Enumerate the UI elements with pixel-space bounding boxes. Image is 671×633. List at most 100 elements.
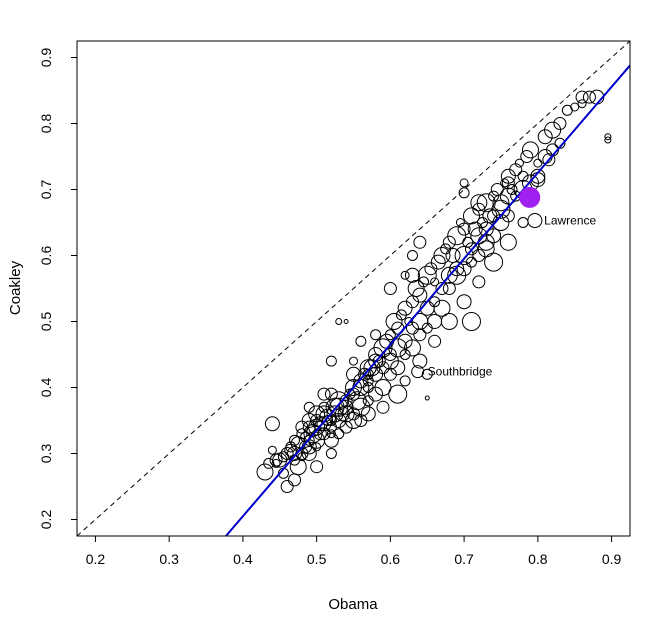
- y-tick-label: 0.4: [38, 378, 54, 398]
- data-point: [427, 314, 443, 329]
- data-point: [478, 221, 494, 237]
- data-point: [517, 217, 529, 228]
- data-point: [343, 319, 349, 324]
- data-point: [412, 287, 428, 303]
- data-point: [388, 384, 408, 404]
- data-point: [553, 117, 567, 130]
- data-point: [326, 429, 336, 439]
- y-tick-label: 0.5: [38, 312, 54, 332]
- x-tick-label: 0.8: [528, 551, 548, 567]
- data-point: [325, 448, 337, 459]
- data-point: [470, 194, 488, 212]
- data-point: [577, 99, 587, 109]
- data-point: [418, 276, 430, 288]
- data-point: [477, 240, 495, 258]
- data-point: [345, 412, 362, 429]
- data-point: [323, 432, 339, 448]
- y-tick-label: 0.3: [38, 444, 54, 464]
- y-axis-title: Coakley: [7, 260, 24, 315]
- data-point: [346, 366, 361, 382]
- data-point: [376, 400, 390, 414]
- data-point: [492, 194, 510, 212]
- y-tick-label: 0.8: [38, 114, 54, 134]
- data-point: [411, 365, 425, 379]
- data-point: [400, 270, 410, 280]
- data-point: [312, 416, 328, 432]
- data-point: [406, 250, 418, 261]
- data-point: [385, 313, 403, 330]
- data-point: [428, 334, 442, 348]
- y-tick-label: 0.9: [38, 48, 54, 68]
- data-point: [433, 247, 451, 264]
- data-point: [501, 209, 515, 223]
- data-point: [442, 282, 456, 295]
- plot-frame: [76, 40, 631, 537]
- data-point: [459, 178, 469, 188]
- data-point: [472, 202, 486, 216]
- data-point: [530, 168, 546, 184]
- data-point: [267, 445, 277, 455]
- data-point: [360, 406, 376, 422]
- data-point: [335, 318, 343, 325]
- data-point: [582, 90, 596, 104]
- data-point: [407, 280, 425, 297]
- data-point: [604, 136, 612, 144]
- data-point: [457, 222, 471, 236]
- data-point: [520, 150, 534, 163]
- data-point: [363, 359, 381, 377]
- data-point: [542, 153, 556, 167]
- data-point: [264, 416, 280, 432]
- data-point: [456, 261, 472, 277]
- data-point: [317, 387, 331, 401]
- data-point: [461, 312, 481, 331]
- y-tick-label: 0.7: [38, 180, 54, 200]
- data-point: [424, 395, 430, 401]
- data-point: [500, 168, 516, 184]
- x-tick-label: 0.5: [307, 551, 327, 567]
- data-point: [445, 248, 461, 263]
- data-point: [368, 366, 384, 382]
- y-tick-label: 0.2: [38, 510, 54, 530]
- data-point: [527, 213, 543, 229]
- data-point: [301, 413, 317, 428]
- x-tick-label: 0.2: [86, 551, 106, 567]
- x-tick-label: 0.7: [454, 551, 474, 567]
- data-point: [277, 451, 289, 463]
- data-point: [280, 480, 294, 493]
- data-point: [472, 275, 486, 289]
- data-point: [462, 207, 480, 225]
- data-point: [537, 129, 553, 145]
- data-point: [430, 254, 446, 270]
- data-point: [399, 375, 411, 387]
- data-point: [575, 90, 589, 104]
- data-point: [454, 246, 474, 265]
- data-point: [384, 329, 396, 341]
- data-point: [296, 428, 308, 440]
- data-point: [288, 473, 302, 487]
- data-point: [338, 399, 354, 415]
- data-point: [333, 428, 345, 440]
- data-point: [383, 348, 397, 361]
- reference-line-y-equals-x: [77, 41, 630, 536]
- data-point: [447, 226, 467, 246]
- data-point: [325, 355, 337, 367]
- data-point: [284, 443, 298, 457]
- data-point: [397, 300, 413, 316]
- data-point: [514, 158, 524, 168]
- annotation-lawrence: Lawrence: [544, 214, 596, 228]
- x-tick-label: 0.6: [381, 551, 401, 567]
- annotation-southbridge: Southbridge: [428, 365, 493, 379]
- data-point: [325, 397, 345, 417]
- data-point: [405, 321, 419, 335]
- data-point: [355, 335, 367, 347]
- data-point: [417, 265, 437, 285]
- data-point: [499, 233, 517, 251]
- data-point: [289, 458, 307, 476]
- data-point: [435, 282, 449, 295]
- highlight-point-lawrence: [519, 186, 541, 208]
- data-point: [256, 463, 274, 481]
- data-point: [411, 313, 429, 330]
- data-point: [390, 360, 406, 376]
- data-point: [397, 333, 413, 349]
